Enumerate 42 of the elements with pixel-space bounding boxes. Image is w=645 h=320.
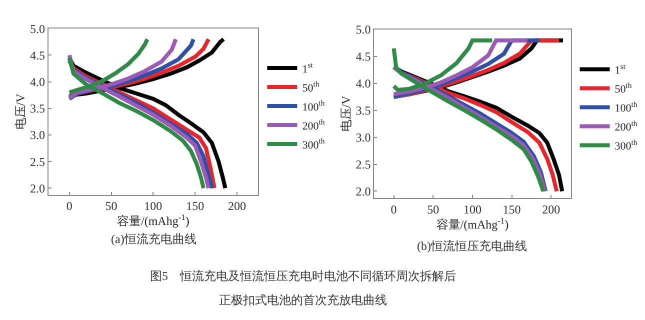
y-tick-label: 3.5 <box>356 104 371 118</box>
y-axis-title: 电压/V <box>339 95 353 132</box>
legend-label: 200$^{th}$ <box>614 118 638 134</box>
x-tick-label: 0 <box>66 199 72 214</box>
y-tick-label: 4.5 <box>30 48 45 62</box>
y-tick-label: 5.0 <box>356 22 371 37</box>
x-tick-label: 200 <box>228 199 246 214</box>
y-tick-label: 3.5 <box>30 102 45 116</box>
caption: 图5 恒流充电及恒流恒压充电时电池不同循环周次拆解后 <box>150 269 456 283</box>
y-tick-label: 4.0 <box>30 74 45 89</box>
legend-label: 100$^{th}$ <box>614 100 638 115</box>
x-tick-label: 50 <box>105 199 118 214</box>
legend-label: 50$^{th}$ <box>614 80 632 96</box>
x-tick-label: 150 <box>502 202 521 216</box>
y-tick-label: 3.0 <box>356 130 371 145</box>
text: (a)恒流充电曲线 <box>111 232 196 246</box>
x-axis-title: 容量/(mAhg$^{-1}$) <box>117 213 190 228</box>
text: 正极扣式电池的首次充放电曲线 <box>219 293 387 307</box>
legend-label: 50$^{th}$ <box>302 80 320 94</box>
legend-label: 300$^{th}$ <box>302 136 325 152</box>
y-tick-label: 4.5 <box>356 50 371 64</box>
y-tick-label: 5.0 <box>30 22 45 36</box>
legend-label: 300$^{th}$ <box>614 138 638 153</box>
legend-label: 200$^{th}$ <box>302 118 325 132</box>
x-tick-label: 0 <box>390 202 397 216</box>
x-axis-title: 容量/(mAhg$^{-1}$) <box>436 216 509 232</box>
y-tick-label: 3.0 <box>30 128 45 142</box>
y-tick-label: 2.5 <box>356 157 371 172</box>
y-tick-label: 2.0 <box>356 184 371 198</box>
x-tick-label: 150 <box>186 199 204 214</box>
x-tick-label: 100 <box>463 202 482 216</box>
legend-label: 1$^{st}$ <box>614 62 626 77</box>
x-tick-label: 100 <box>144 199 162 214</box>
y-axis-title: 电压/V <box>13 93 28 130</box>
x-tick-label: 200 <box>542 202 560 216</box>
text: (b)恒流恒压充电曲线 <box>417 239 527 253</box>
legend-label: 100$^{th}$ <box>302 98 325 114</box>
y-tick-label: 4.0 <box>356 76 371 91</box>
x-tick-label: 50 <box>427 202 440 216</box>
y-tick-label: 2.5 <box>30 154 45 169</box>
y-tick-label: 2.0 <box>30 181 45 196</box>
legend-label: 1$^{st}$ <box>302 60 314 76</box>
